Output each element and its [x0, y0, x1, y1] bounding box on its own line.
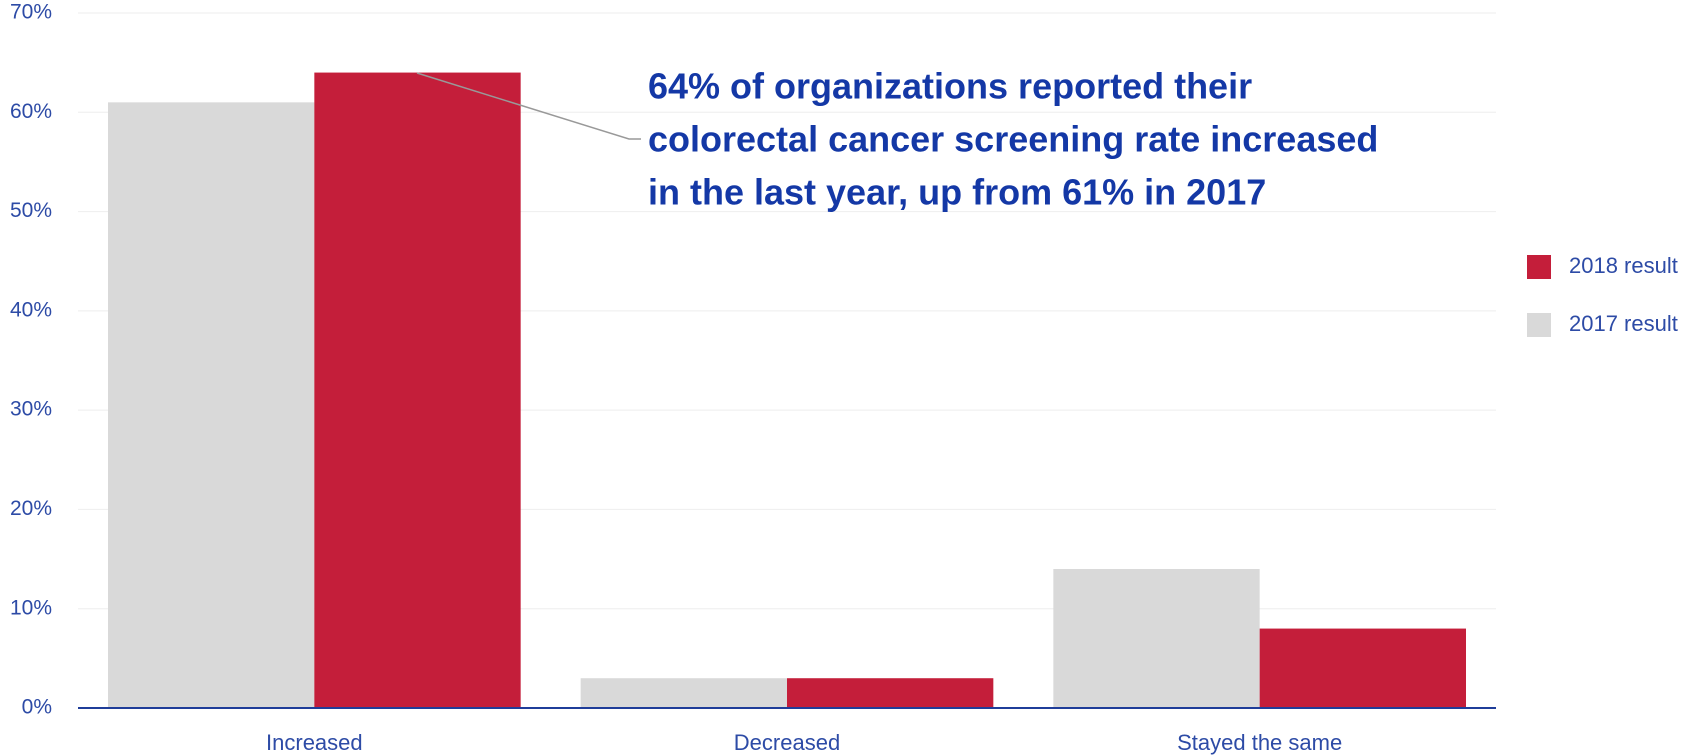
y-tick-label: 30%: [10, 398, 52, 421]
y-tick-label: 10%: [10, 596, 52, 619]
annotation: in the last year, up from 61% in 2017: [648, 172, 1266, 213]
legend-swatch: [1527, 255, 1551, 279]
bar: [1259, 628, 1466, 708]
y-tick-label: 40%: [10, 298, 52, 321]
legend-swatch: [1527, 313, 1551, 337]
y-tick-label: 50%: [10, 199, 52, 222]
y-tick-label: 0%: [22, 696, 52, 719]
annotation: 64% of organizations reported their: [648, 66, 1252, 107]
x-tick-label: Increased: [266, 730, 363, 755]
bar: [580, 678, 787, 708]
bar: [108, 102, 315, 709]
legend-label: 2018 result: [1569, 253, 1678, 278]
y-tick-label: 70%: [10, 1, 52, 24]
bar: [314, 72, 521, 709]
y-tick-label: 60%: [10, 100, 52, 123]
bar: [1053, 569, 1260, 708]
x-tick-label: Stayed the same: [1177, 730, 1342, 755]
legend-label: 2017 result: [1569, 311, 1678, 336]
y-tick-label: 20%: [10, 497, 52, 520]
bar: [787, 678, 994, 708]
annotation-leader: [416, 72, 641, 140]
x-tick-label: Decreased: [734, 730, 840, 755]
annotation: colorectal cancer screening rate increas…: [648, 119, 1378, 160]
